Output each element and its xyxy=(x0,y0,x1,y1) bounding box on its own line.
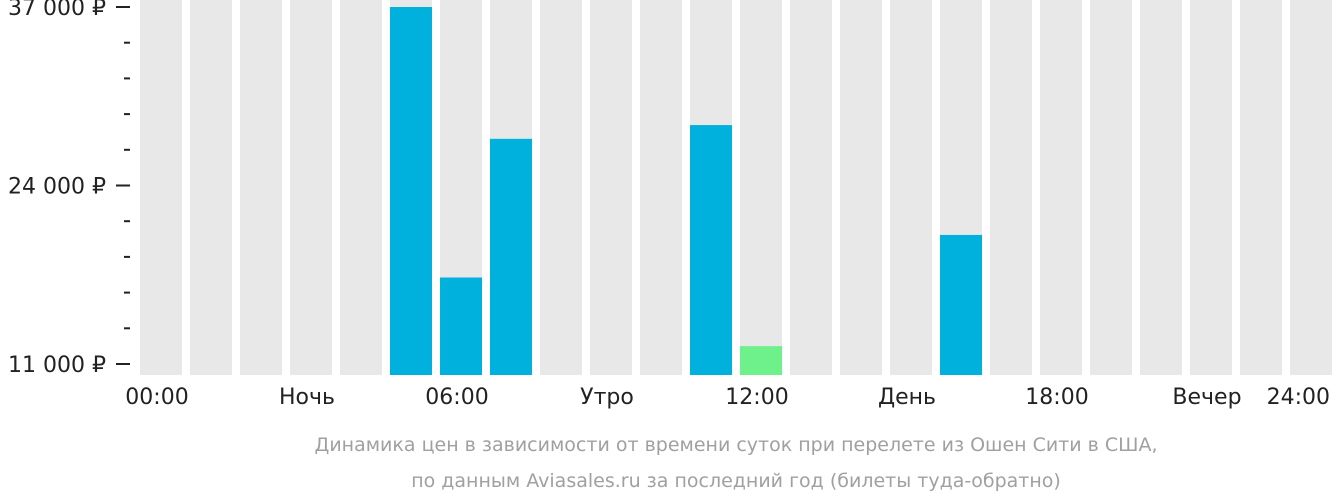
bar-slot-16 xyxy=(940,234,982,375)
bar-slot-7 xyxy=(490,138,532,375)
background-bar-4 xyxy=(340,0,382,375)
y-tick-label: 24 000 ₽ xyxy=(8,175,106,200)
background-bar-1 xyxy=(190,0,232,375)
background-bar-19 xyxy=(1090,0,1132,375)
background-bar-21 xyxy=(1190,0,1232,375)
x-label: Утро xyxy=(580,385,634,410)
y-tick-label: 11 000 ₽ xyxy=(8,353,106,378)
background-bars xyxy=(140,0,1332,375)
chart-caption: Динамика цен в зависимости от времени су… xyxy=(314,434,1157,492)
x-label: 00:00 xyxy=(125,385,188,410)
x-label: 12:00 xyxy=(725,385,788,410)
bar-slot-11 xyxy=(690,125,732,375)
background-bar-15 xyxy=(890,0,932,375)
x-label: День xyxy=(878,385,936,410)
background-bar-20 xyxy=(1140,0,1182,375)
background-bar-9 xyxy=(590,0,632,375)
background-bar-0 xyxy=(140,0,182,375)
background-bar-3 xyxy=(290,0,332,375)
bar-slot-6 xyxy=(440,277,482,375)
x-label: Ночь xyxy=(279,385,335,410)
bar-slot-5 xyxy=(390,7,432,375)
background-bar-14 xyxy=(840,0,882,375)
x-axis: 00:00 Ночь 06:00 Утро 12:00 День 18:00 Вечер 24:… xyxy=(125,385,1330,410)
x-label: 18:00 xyxy=(1025,385,1088,410)
background-bar-2 xyxy=(240,0,282,375)
background-bar-12 xyxy=(740,0,782,375)
background-bar-18 xyxy=(1040,0,1082,375)
background-bar-17 xyxy=(990,0,1032,375)
background-bar-13 xyxy=(790,0,832,375)
y-axis: 37 000 ₽ 24 000 ₽ 11 000 ₽ xyxy=(8,0,130,378)
background-bar-23 xyxy=(1290,0,1332,375)
background-bar-8 xyxy=(540,0,582,375)
x-label: 06:00 xyxy=(425,385,488,410)
caption-line-2: по данным Aviasales.ru за последний год … xyxy=(411,470,1061,492)
x-label: 24:00 xyxy=(1267,385,1330,410)
background-bar-22 xyxy=(1240,0,1282,375)
background-bar-10 xyxy=(640,0,682,375)
caption-line-1: Динамика цен в зависимости от времени су… xyxy=(314,434,1157,456)
data-bars xyxy=(390,7,982,375)
bar-slot-12 xyxy=(740,346,782,375)
y-tick-label: 37 000 ₽ xyxy=(8,0,106,21)
x-label: Вечер xyxy=(1172,385,1241,410)
